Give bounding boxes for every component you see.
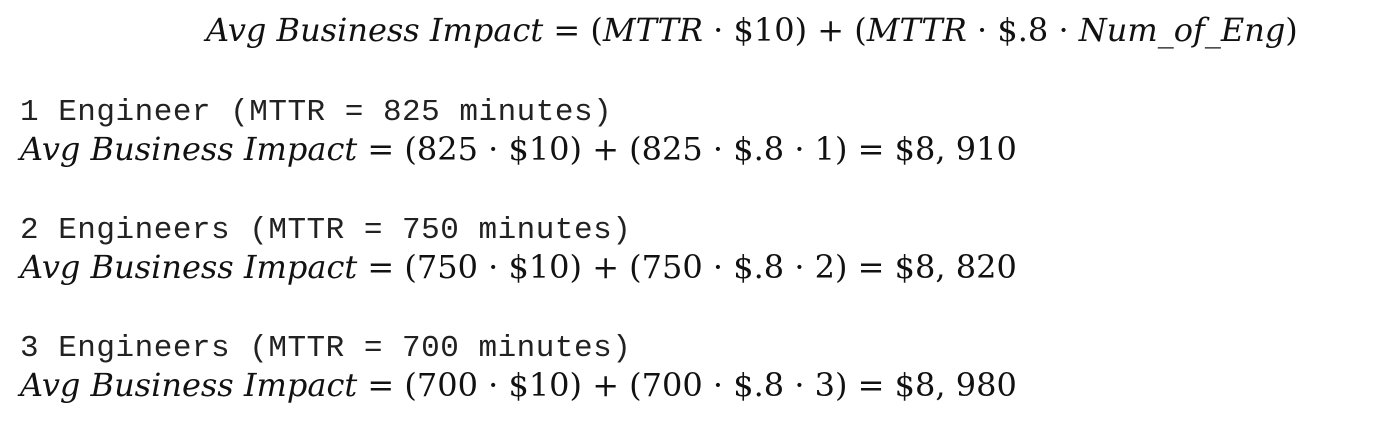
formula-open: = ( [543,11,603,49]
case-3-rhs: = (700 · $10) + (700 · $.8 · 3) = $8, 98… [357,366,1017,404]
formula-num-eng: Num_of_Eng [1078,11,1286,49]
case-2-rhs: = (750 · $10) + (750 · $.8 · 2) = $8, 82… [357,248,1017,286]
case-3-caption: 3 Engineers (MTTR = 700 minutes) [20,331,632,366]
case-2-lhs: Avg Business Impact [20,248,358,286]
formula-mttr-1: MTTR [602,11,703,49]
case-3-lhs: Avg Business Impact [20,366,358,404]
formula-lhs: Avg Business Impact [206,11,544,49]
formula-mid-2: · $.8 · [966,11,1079,49]
formula-mid-1: · $10) + ( [703,11,867,49]
case-1-equation: Avg Business Impact = (825 · $10) + (825… [20,129,1017,169]
case-1-caption: 1 Engineer (MTTR = 825 minutes) [20,95,613,130]
formula-close: ) [1285,11,1298,49]
case-2-caption: 2 Engineers (MTTR = 750 minutes) [20,213,632,248]
case-1-rhs: = (825 · $10) + (825 · $.8 · 1) = $8, 91… [357,130,1017,168]
case-2-equation: Avg Business Impact = (750 · $10) + (750… [20,247,1017,287]
general-formula: Avg Business Impact = (MTTR · $10) + (MT… [206,10,1298,50]
case-1-lhs: Avg Business Impact [20,130,358,168]
case-3-equation: Avg Business Impact = (700 · $10) + (700… [20,365,1017,405]
formula-mttr-2: MTTR [866,11,967,49]
